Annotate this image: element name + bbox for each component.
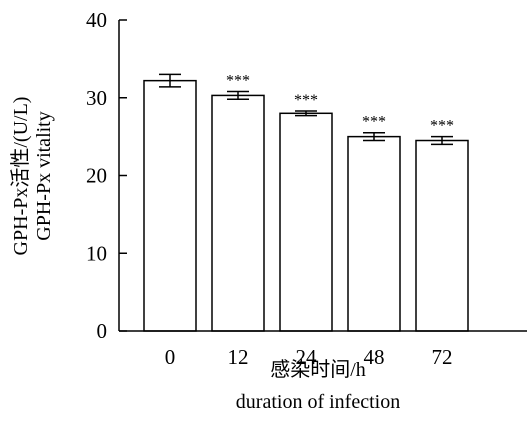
x-tick-label-48: 48 (364, 345, 385, 369)
y-axis-title-line-2: GPH-Px vitality (33, 111, 55, 240)
x-tick-label-0: 0 (165, 345, 176, 369)
y-axis-title-line-1: GPH-Px活性/(U/L) (9, 97, 32, 256)
x-tick-label-12: 12 (228, 345, 249, 369)
significance-marker-12: *** (226, 73, 250, 90)
bar-48 (347, 135, 401, 332)
y-tick-label-30: 30 (86, 86, 107, 110)
axes-layer (118, 19, 527, 332)
bar-0 (143, 79, 197, 332)
significance-layer: *** *** *** *** (226, 73, 454, 135)
x-axis-title-line-1: 感染时间/h (270, 358, 366, 381)
y-tick-label-40: 40 (86, 8, 107, 32)
x-tick-label-72: 72 (432, 345, 453, 369)
significance-marker-48: *** (362, 114, 386, 131)
y-tick-label-0: 0 (97, 319, 108, 343)
bar-24 (279, 112, 333, 332)
x-axis-title-line-2: duration of infection (236, 391, 400, 413)
y-tick-label-10: 10 (86, 241, 107, 265)
significance-marker-24: *** (294, 92, 318, 109)
bars-layer (143, 79, 469, 332)
y-tick-label-20: 20 (86, 164, 107, 188)
bar-72 (415, 139, 469, 332)
labels-layer: 0 10 20 30 40 0 12 24 48 72 感染时间/h duration of infe… (9, 8, 453, 413)
significance-marker-72: *** (430, 118, 454, 135)
bar-12 (211, 94, 265, 332)
error-bars-layer (159, 73, 453, 146)
x-tick-label-24: 24 (296, 345, 318, 369)
